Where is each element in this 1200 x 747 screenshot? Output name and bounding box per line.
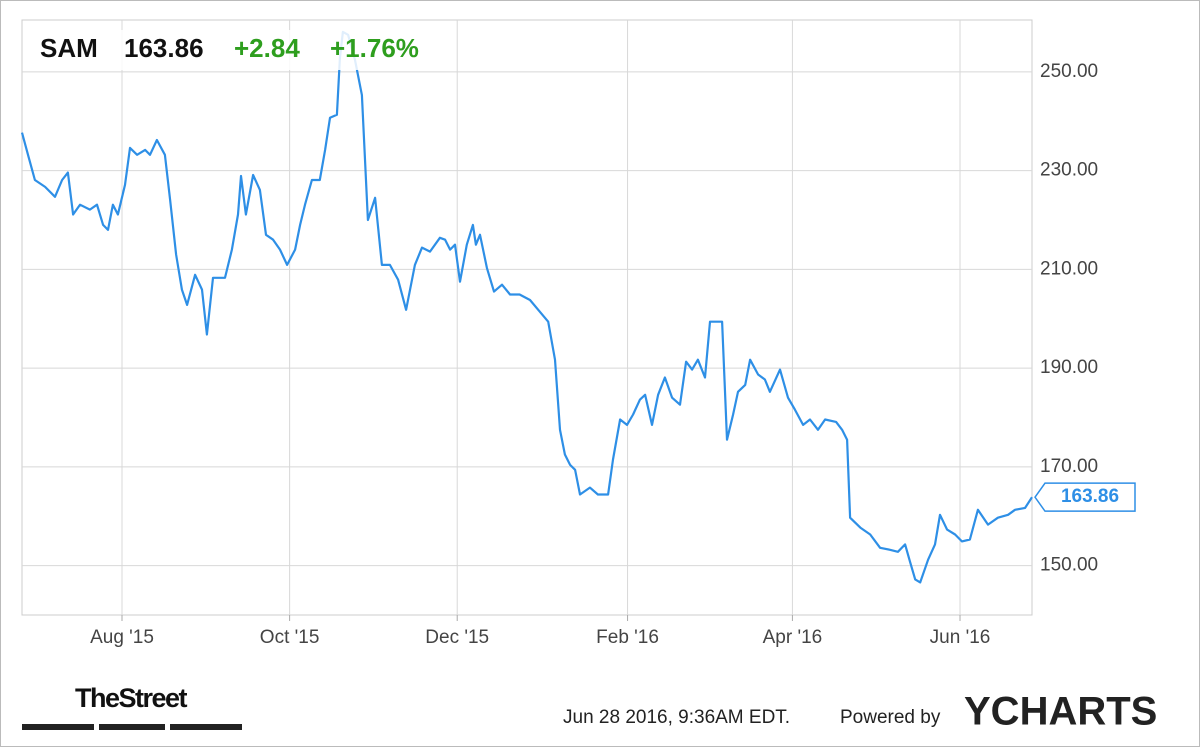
header-bg: [30, 30, 440, 70]
header: SAM 163.86 +2.84 +1.76%: [30, 30, 440, 70]
ycharts-logo: YCHARTS: [964, 690, 1157, 734]
x-tick-label: Oct '15: [260, 627, 320, 648]
y-tick-label: 170.00: [1040, 456, 1098, 477]
price: 163.86: [124, 33, 204, 63]
logo-bar: [22, 724, 94, 730]
last-value-tag: [1034, 482, 1136, 512]
y-tick-label: 250.00: [1040, 61, 1098, 82]
ticker: SAM: [40, 33, 98, 63]
marks: 163.86: [20, 30, 1136, 584]
y-tick-label: 210.00: [1040, 258, 1098, 279]
x-tick-label: Jun '16: [930, 627, 991, 648]
x-tick-label: Apr '16: [763, 627, 823, 648]
price-line: [20, 30, 1033, 584]
y-tick-label: 190.00: [1040, 357, 1098, 378]
plot-area: [21, 19, 1033, 616]
change-percent: +1.76%: [330, 33, 419, 63]
y-tick-label: 150.00: [1040, 555, 1098, 576]
footer: TheStreet Jun 28 2016, 9:36AM EDT. Power…: [22, 683, 1157, 734]
change: +2.84: [234, 33, 300, 63]
grid: 150.00 170.00 190.00 210.00 230.00 250.00 Aug …: [22, 20, 1098, 648]
x-tick-label: Dec '15: [425, 627, 489, 648]
x-tick-label: Feb '16: [596, 627, 659, 648]
y-tick-label: 230.00: [1040, 160, 1098, 181]
last-value-label: 163.86: [1061, 486, 1119, 507]
thestreet-logo: TheStreet: [75, 683, 188, 713]
timestamp: Jun 28 2016, 9:36AM EDT.: [563, 707, 790, 728]
x-tick-label: Aug '15: [90, 627, 154, 648]
logo-bar: [99, 724, 165, 730]
powered-by: Powered by: [840, 707, 941, 728]
logo-bar: [170, 724, 242, 730]
